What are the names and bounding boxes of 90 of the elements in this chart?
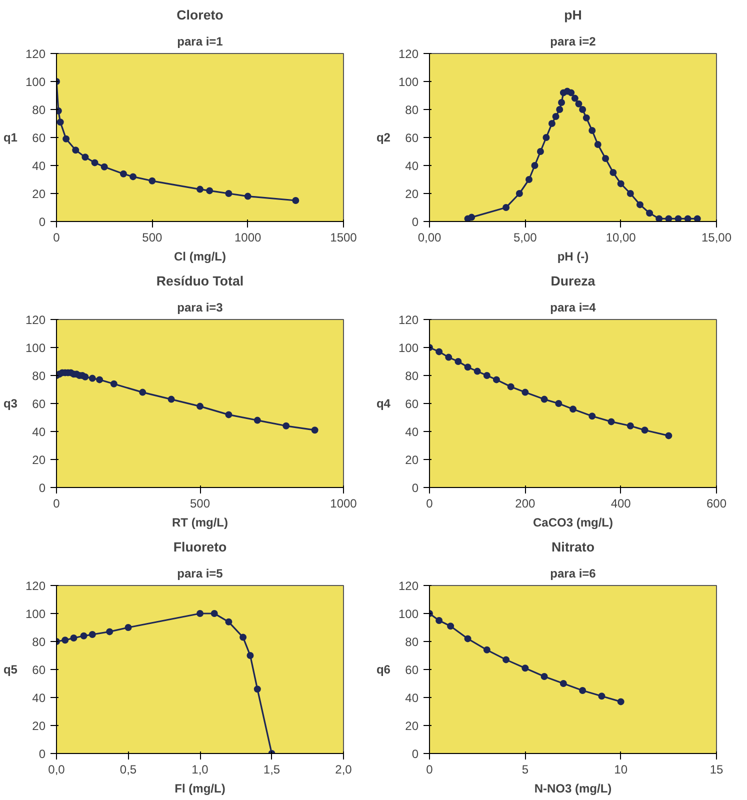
x-tick-label: 0,5 (120, 762, 137, 776)
x-tick-label: 0,00 (418, 230, 442, 244)
x-axis-title: N-NO3 (mg/L) (534, 782, 612, 796)
x-tick-label: 5,00 (513, 230, 538, 244)
y-tick-label: 80 (32, 635, 46, 649)
y-tick-label: 120 (398, 47, 419, 61)
y-tick-label: 120 (25, 47, 46, 61)
y-tick-label: 20 (405, 719, 419, 733)
y-axis-title: q2 (376, 130, 391, 144)
y-tick-label: 40 (32, 425, 46, 439)
x-tick-label: 200 (515, 496, 536, 510)
y-tick-label: 60 (32, 131, 46, 145)
x-axis-title: Cl (mg/L) (174, 250, 226, 264)
chart-subtitle: para i=5 (177, 566, 224, 580)
x-tick-label: 600 (706, 496, 727, 510)
y-tick-label: 60 (405, 663, 419, 677)
y-axis-title: q5 (3, 662, 18, 676)
y-tick-label: 120 (25, 579, 46, 593)
x-tick-label: 0 (426, 496, 434, 510)
y-tick-label: 0 (38, 215, 46, 229)
chart-title: pH (564, 8, 582, 22)
chart-subtitle: para i=2 (550, 34, 596, 48)
y-tick-label: 100 (398, 607, 419, 621)
y-tick-label: 0 (38, 747, 46, 761)
x-tick-label: 0 (53, 496, 60, 510)
x-tick-label: 0 (53, 230, 60, 244)
y-tick-label: 40 (405, 425, 419, 439)
y-tick-label: 0 (412, 215, 419, 229)
y-tick-label: 80 (32, 103, 46, 117)
y-tick-label: 20 (32, 453, 46, 467)
y-axis-title: q1 (3, 130, 18, 144)
chart-subtitle: para i=1 (177, 34, 224, 48)
y-tick-label: 80 (405, 103, 419, 117)
x-tick-label: 2,0 (335, 762, 352, 776)
x-tick-label: 0,0 (48, 762, 66, 776)
x-tick-label: 500 (190, 496, 210, 510)
chart-title: Resíduo Total (156, 274, 244, 288)
y-tick-label: 0 (38, 481, 46, 495)
x-tick-label: 10 (614, 762, 628, 776)
y-tick-label: 40 (32, 691, 46, 705)
y-tick-label: 20 (32, 719, 46, 733)
y-tick-label: 120 (25, 313, 46, 327)
y-tick-label: 120 (398, 313, 419, 327)
y-tick-label: 0 (412, 481, 419, 495)
y-tick-label: 60 (405, 131, 419, 145)
y-tick-label: 80 (405, 635, 419, 649)
chart-title: Nitrato (552, 540, 594, 554)
x-tick-label: 500 (142, 230, 163, 244)
y-tick-label: 100 (398, 75, 419, 89)
y-tick-label: 60 (405, 397, 419, 411)
x-axis-title: pH (-) (557, 250, 589, 264)
x-tick-label: 15 (710, 762, 724, 776)
x-axis-title: Fl (mg/L) (174, 782, 226, 796)
y-tick-label: 20 (32, 187, 46, 201)
chart-subtitle: para i=3 (177, 300, 224, 314)
x-tick-label: 1,0 (192, 762, 209, 776)
y-tick-label: 80 (32, 369, 46, 383)
y-tick-label: 0 (412, 747, 419, 761)
chart-subtitle: para i=6 (550, 566, 596, 580)
x-tick-label: 5 (522, 762, 529, 776)
x-tick-label: 1000 (234, 230, 262, 244)
y-axis-title: q6 (376, 662, 391, 676)
y-tick-label: 100 (25, 341, 46, 355)
x-axis-title: CaCO3 (mg/L) (533, 516, 614, 530)
chart-subtitle: para i=4 (550, 300, 596, 314)
y-tick-label: 120 (398, 579, 419, 593)
y-tick-label: 40 (405, 159, 419, 173)
x-tick-label: 15,00 (701, 230, 732, 244)
y-tick-label: 100 (25, 75, 46, 89)
x-tick-label: 1,5 (263, 762, 280, 776)
y-tick-label: 60 (32, 663, 46, 677)
y-tick-label: 100 (398, 341, 419, 355)
y-tick-label: 20 (405, 453, 419, 467)
y-tick-label: 40 (32, 159, 46, 173)
x-tick-label: 1500 (330, 230, 358, 244)
chart-title: Cloreto (176, 8, 224, 22)
chart-title: Dureza (550, 274, 596, 288)
y-axis-title: q4 (376, 396, 391, 410)
y-tick-label: 40 (405, 691, 419, 705)
y-axis-title: q3 (3, 396, 18, 410)
x-axis-title: RT (mg/L) (172, 516, 228, 530)
x-tick-label: 10,00 (606, 230, 636, 244)
chart-title: Fluoreto (173, 540, 227, 554)
x-tick-label: 400 (610, 496, 632, 510)
x-tick-label: 0 (426, 762, 434, 776)
y-tick-label: 80 (405, 369, 419, 383)
y-tick-label: 60 (32, 397, 46, 411)
x-tick-label: 1000 (330, 496, 358, 510)
y-tick-label: 20 (405, 187, 419, 201)
y-tick-label: 100 (25, 607, 46, 621)
